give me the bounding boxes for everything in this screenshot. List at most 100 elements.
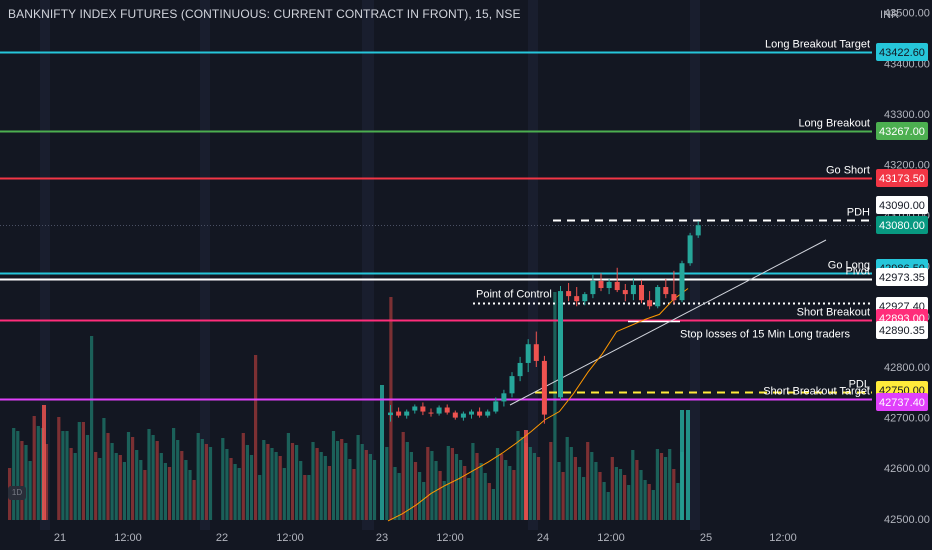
volume-bar: [36, 426, 40, 520]
level-name: Long Breakout Target: [765, 39, 870, 51]
volume-bar: [172, 428, 176, 520]
candle-body: [687, 235, 693, 264]
volume-bar: [184, 460, 188, 520]
volume-bar: [204, 444, 208, 520]
time-tick: 12:00: [276, 532, 304, 544]
volume-bar: [393, 467, 397, 520]
volume-bar: [77, 422, 81, 520]
volume-bar: [110, 443, 114, 520]
volume-bar: [639, 470, 643, 520]
volume-bar: [655, 449, 659, 520]
volume-bar: [126, 432, 131, 520]
price-tag-label: 43173.50: [879, 173, 925, 185]
price-tag-label: 42973.35: [879, 272, 925, 284]
volume-bar: [623, 475, 627, 520]
candle-body: [614, 281, 620, 291]
candle-body: [525, 344, 531, 363]
volume-bar: [520, 437, 524, 520]
volume-bar: [598, 472, 602, 520]
volume-bar: [24, 445, 28, 520]
volume-bar: [610, 457, 614, 520]
time-tick: 25: [700, 532, 712, 544]
volume-bar: [430, 451, 434, 520]
price-tag: [876, 169, 928, 187]
volume-bar: [352, 469, 356, 520]
volume-bar: [516, 431, 520, 520]
price-axis[interactable]: 43500.0043400.0043300.0043200.0043100.00…: [876, 8, 930, 526]
candle-body: [460, 413, 466, 418]
volume-bar: [483, 473, 487, 520]
volume-bar: [475, 453, 479, 520]
time-axis[interactable]: 21 12:00 22 12:00 23 12:00 24 12:00 25 12:00: [54, 532, 797, 544]
candle-body: [558, 291, 563, 398]
time-tick: 21: [54, 532, 66, 544]
volume-bar: [664, 457, 668, 520]
volume-bar: [167, 467, 172, 520]
volume-bar: [446, 446, 450, 520]
candle-body: [533, 344, 539, 361]
volume-bar: [586, 442, 590, 520]
volume-bar: [65, 431, 69, 520]
volume-bar: [245, 445, 249, 520]
volume-bar: [20, 441, 24, 520]
volume-bar: [627, 485, 631, 520]
volume-bar: [147, 429, 151, 520]
volume-bar: [188, 470, 192, 520]
candle-body: [436, 407, 442, 414]
candle-body: [485, 411, 491, 416]
level-name: Pivot: [846, 266, 870, 278]
volume-bar: [98, 458, 102, 520]
candle-body: [493, 401, 499, 412]
volume-bar: [278, 456, 282, 520]
volume-bar: [487, 483, 491, 520]
price-tick: 42600.00: [884, 463, 930, 475]
candle-body: [574, 296, 580, 302]
volume-bar: [450, 448, 454, 520]
volume-bar: [368, 454, 372, 520]
level-name: PDL: [849, 379, 870, 391]
candle-body: [663, 287, 669, 295]
volume-bar: [532, 453, 536, 520]
time-tick: 12:00: [114, 532, 142, 544]
volume-bar: [233, 464, 237, 520]
volume-bar: [336, 441, 340, 520]
volume-bar: [479, 463, 483, 520]
volume-bar: [418, 472, 422, 520]
currency-label[interactable]: INR: [880, 9, 899, 21]
volume-bar: [528, 447, 532, 520]
time-tick: 24: [537, 532, 549, 544]
volume-bar: [44, 444, 49, 520]
volume-bar: [69, 448, 73, 520]
candle-body: [452, 412, 458, 418]
price-tag: [876, 393, 928, 411]
volume-bar: [524, 430, 528, 520]
volume-bar: [356, 435, 360, 520]
volume-bar: [459, 460, 463, 520]
session-gap: [200, 0, 210, 530]
volume-bar: [237, 468, 241, 520]
time-tick: 12:00: [436, 532, 464, 544]
volume-bar: [122, 462, 126, 520]
volume-bar: [553, 292, 557, 520]
volume-bar: [442, 481, 446, 520]
price-tick: 42500.00: [884, 514, 930, 526]
volume-bar: [500, 454, 504, 520]
volume-bar: [286, 433, 290, 520]
volume-bar: [208, 447, 213, 520]
level-name: Point of Control: [476, 289, 552, 301]
candle-body: [622, 290, 628, 295]
price-tag: [876, 268, 928, 286]
volume-bar: [135, 450, 139, 520]
session-gap: [690, 0, 700, 530]
volume-bar: [582, 477, 586, 520]
time-tick: 22: [216, 532, 228, 544]
volume-bar: [311, 442, 315, 520]
candle-body: [582, 294, 588, 302]
volume-bar: [28, 461, 32, 520]
volume-bar: [594, 462, 598, 520]
volume-bar: [512, 470, 516, 520]
candle-body: [647, 300, 653, 307]
price-tick: 42700.00: [884, 413, 930, 425]
